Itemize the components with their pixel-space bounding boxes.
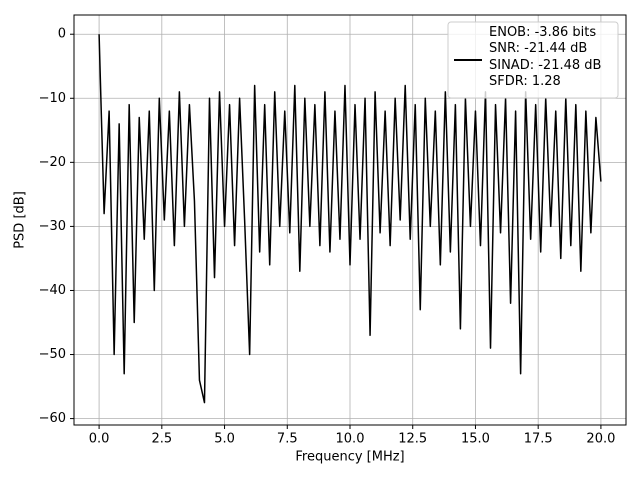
x-tick-label: 17.5 [524,432,553,447]
x-tick-label: 15.0 [461,432,490,447]
y-tick-label: −30 [39,219,66,234]
y-tick-label: −60 [39,411,66,426]
legend-entry: ENOB: -3.86 bits SNR: -21.44 dB SINAD: -… [489,25,602,89]
y-tick-label: −20 [39,155,66,170]
x-tick-label: 12.5 [398,432,427,447]
legend-box [447,21,619,99]
x-tick-label: 7.5 [277,432,298,447]
y-axis-label: PSD [dB] [13,191,28,249]
data-line [98,34,602,404]
x-tick-label: 10.0 [336,432,365,447]
x-tick-label: 5.0 [214,432,235,447]
y-tick-label: −40 [39,283,66,298]
legend-label: ENOB: -3.86 bits SNR: -21.44 dB SINAD: -… [489,25,602,89]
y-tick-label: −10 [39,91,66,106]
plot-frame [73,14,627,426]
y-tick-label: −50 [39,347,66,362]
x-tick-label: 0.0 [89,432,110,447]
x-tick-label: 20.0 [586,432,615,447]
y-tick-label: 0 [58,27,66,42]
x-tick-label: 2.5 [151,432,172,447]
x-axis-label: Frequency [MHz] [295,450,404,465]
